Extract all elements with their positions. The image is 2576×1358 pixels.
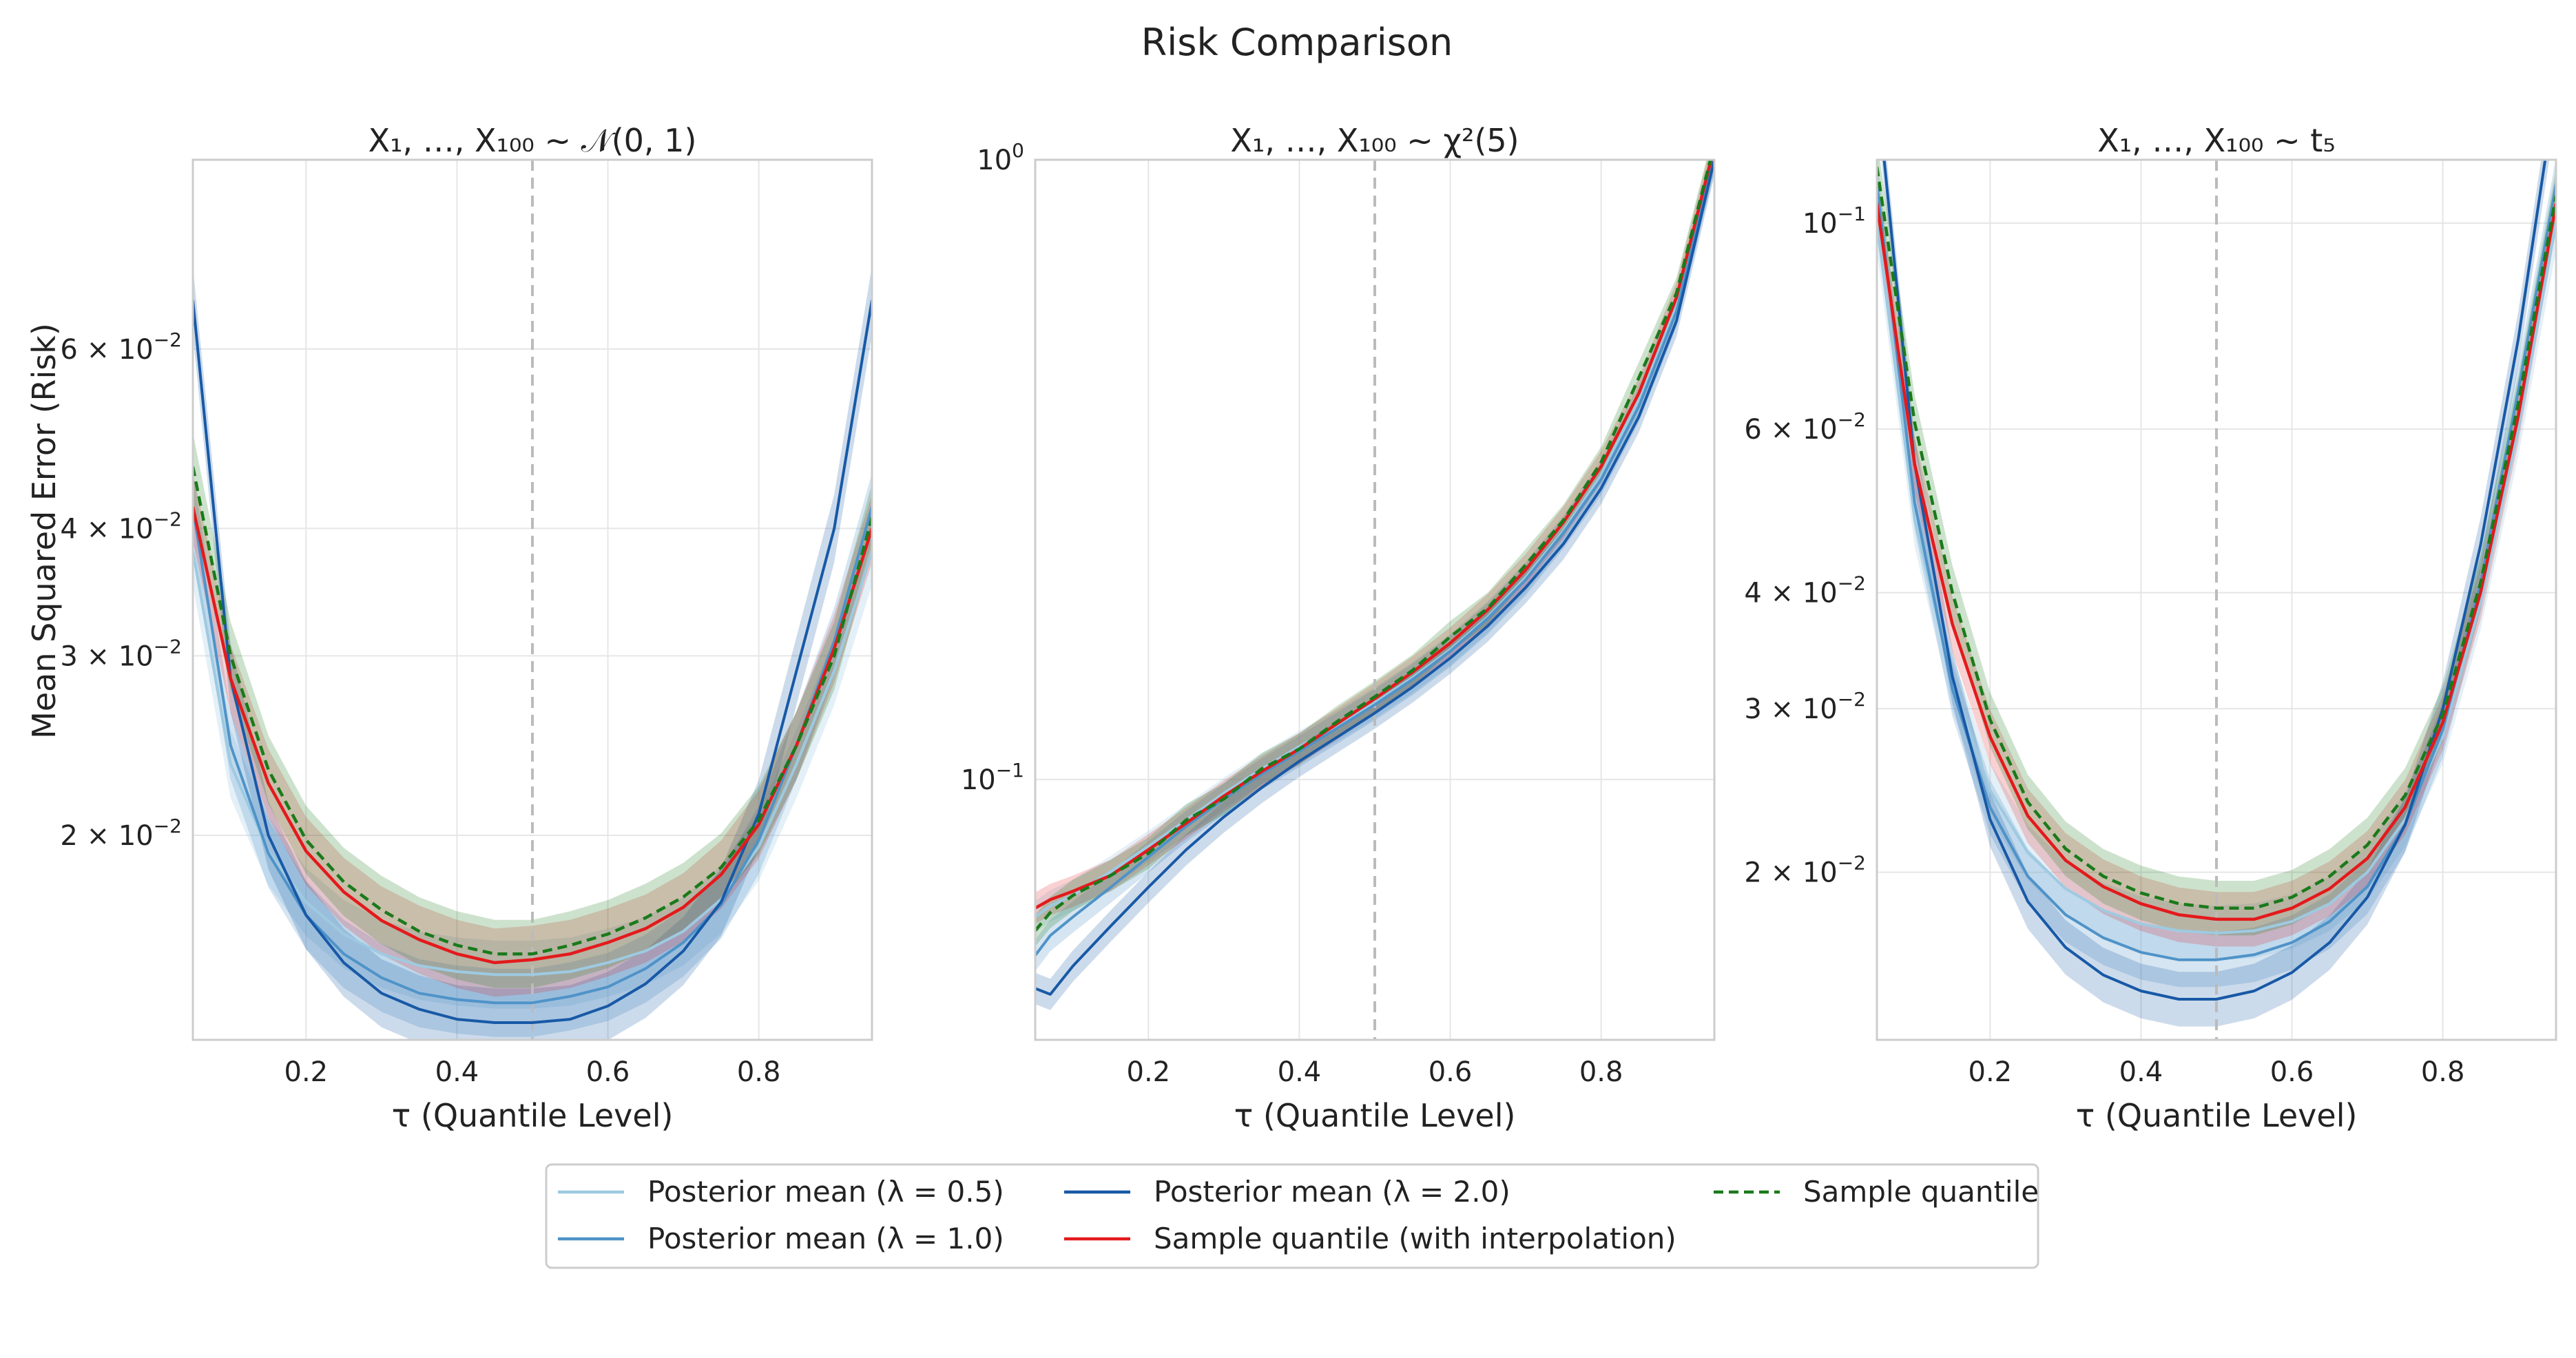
legend-item-sample_q: Sample quantile — [1714, 1175, 2039, 1209]
y-tick-label: 4 × 10−2 — [1744, 572, 1866, 609]
series-line-post_05 — [193, 550, 872, 976]
y-tick-exponent: −2 — [1838, 572, 1866, 595]
band-sample_q — [193, 432, 872, 988]
series-line-post_20 — [1882, 160, 2547, 1001]
x-axis-label: τ (Quantile Level) — [1234, 1097, 1516, 1134]
band-post_10 — [1035, 160, 1714, 972]
legend-item-post_05: Posterior mean (λ = 0.5) — [558, 1175, 1004, 1209]
y-tick-exponent: −1 — [1838, 202, 1866, 225]
chart-panels: 0.2 0.4 0.6 0.82 × 10−23 × 10−24 × 10−26 × … — [25, 122, 2557, 1134]
x-tick-label: 0.4 — [1278, 1056, 1322, 1088]
x-tick-label: 0.8 — [737, 1056, 781, 1088]
x-axis-label: τ (Quantile Level) — [392, 1097, 674, 1134]
y-tick-label: 3 × 10−2 — [60, 635, 182, 672]
series-line-sample_q — [1877, 166, 2556, 910]
series-line-post_05 — [1877, 222, 2556, 934]
legend-frame — [545, 1163, 2039, 1269]
y-tick-mantissa: 10 — [1803, 208, 1838, 240]
band-post_10 — [193, 472, 872, 1037]
y-tick-label: 3 × 10−2 — [1744, 688, 1866, 725]
legend-item-sample_interp: Sample quantile (with interpolation) — [1064, 1222, 1676, 1255]
plot-frame — [1034, 158, 1716, 1041]
y-tick-label: 2 × 10−2 — [60, 815, 182, 852]
series-line-sample_q — [193, 466, 872, 956]
series-line-sample_interp — [193, 506, 872, 965]
series-line-post_20 — [193, 300, 872, 1024]
y-tick-mantissa: 3 × 10 — [60, 640, 153, 672]
legend-label: Posterior mean (λ = 1.0) — [647, 1222, 1004, 1255]
y-tick-exponent: −1 — [996, 759, 1024, 782]
x-tick-label: 0.4 — [2119, 1056, 2163, 1088]
y-tick-mantissa: 4 × 10 — [1744, 578, 1837, 609]
series-group — [1877, 160, 2556, 1040]
y-axis-label: Mean Squared Error (Risk) — [25, 323, 63, 739]
band-sample_interp — [193, 472, 872, 997]
y-tick-label: 4 × 10−2 — [60, 508, 182, 545]
y-tick-exponent: −2 — [154, 508, 182, 530]
y-tick-mantissa: 3 × 10 — [1744, 693, 1837, 725]
y-tick-mantissa: 6 × 10 — [60, 334, 153, 366]
legend-label: Sample quantile — [1803, 1175, 2039, 1209]
y-tick-exponent: −2 — [154, 815, 182, 837]
series-line-post_10 — [1035, 160, 1714, 957]
x-tick-label: 0.6 — [2270, 1056, 2314, 1088]
chart-panel-1: 0.2 0.4 0.6 0.82 × 10−23 × 10−24 × 10−26 × … — [25, 122, 873, 1134]
y-tick-label: 6 × 10−2 — [1744, 408, 1866, 446]
x-tick-label: 0.2 — [284, 1056, 329, 1088]
y-tick-exponent: 0 — [1012, 139, 1024, 162]
plot-frame — [1876, 158, 2557, 1041]
y-tick-label: 100 — [977, 139, 1024, 176]
series-line-post_10 — [1877, 184, 2556, 961]
band-post_05 — [193, 516, 872, 1009]
y-tick-label: 2 × 10−2 — [1744, 852, 1866, 889]
y-tick-exponent: −2 — [154, 635, 182, 658]
legend-item-post_20: Posterior mean (λ = 2.0) — [1064, 1175, 1510, 1209]
band-post_20 — [1035, 160, 1714, 1010]
y-tick-mantissa: 2 × 10 — [60, 820, 153, 852]
y-tick-exponent: −2 — [1838, 688, 1866, 711]
legend: Posterior mean (λ = 0.5) Posterior mean (… — [545, 1163, 2039, 1269]
panel-title: X₁, …, X₁₀₀ ~ χ²(5) — [1230, 122, 1519, 159]
series-line-sample_interp — [1035, 160, 1713, 910]
y-tick-mantissa: 2 × 10 — [1744, 857, 1837, 889]
y-tick-label: 10−1 — [961, 759, 1024, 796]
y-tick-label: 10−1 — [1803, 202, 1866, 240]
legend-label: Posterior mean (λ = 2.0) — [1154, 1175, 1510, 1209]
y-tick-exponent: −2 — [1838, 408, 1866, 431]
panel-title: X₁, …, X₁₀₀ ~ 𝒩(0, 1) — [368, 122, 697, 159]
x-tick-label: 0.4 — [435, 1056, 479, 1088]
x-tick-label: 0.8 — [2421, 1056, 2465, 1088]
legend-label: Posterior mean (λ = 0.5) — [647, 1175, 1004, 1209]
series-line-sample_q — [1035, 160, 1712, 932]
x-tick-label: 0.6 — [1429, 1056, 1473, 1088]
y-tick-exponent: −2 — [154, 328, 182, 351]
series-group — [1035, 160, 1714, 1040]
y-tick-label: 6 × 10−2 — [60, 328, 182, 366]
band-sample_q — [1035, 160, 1714, 947]
y-tick-mantissa: 4 × 10 — [60, 513, 153, 545]
series-group — [193, 160, 872, 1040]
series-line-sample_interp — [1877, 203, 2556, 921]
x-tick-label: 0.6 — [586, 1056, 630, 1088]
x-tick-label: 0.2 — [1127, 1056, 1171, 1088]
legend-item-post_10: Posterior mean (λ = 1.0) — [558, 1222, 1004, 1255]
x-tick-label: 0.8 — [1579, 1056, 1623, 1088]
y-tick-mantissa: 6 × 10 — [1744, 414, 1837, 446]
figure-title: Risk Comparison — [1141, 21, 1453, 64]
y-tick-exponent: −2 — [1838, 852, 1866, 875]
x-tick-label: 0.2 — [1969, 1056, 2013, 1088]
legend-label: Sample quantile (with interpolation) — [1154, 1222, 1676, 1255]
series-line-post_05 — [1035, 160, 1714, 919]
x-axis-label: τ (Quantile Level) — [2076, 1097, 2358, 1134]
y-tick-mantissa: 10 — [961, 764, 996, 796]
chart-panel-3: 0.2 0.4 0.6 0.82 × 10−23 × 10−24 × 10−26 × … — [1744, 122, 2557, 1134]
plot-frame — [191, 158, 873, 1041]
series-line-post_20 — [1035, 160, 1714, 996]
panel-title: X₁, …, X₁₀₀ ~ t₅ — [2097, 122, 2336, 159]
y-tick-mantissa: 10 — [977, 145, 1012, 176]
